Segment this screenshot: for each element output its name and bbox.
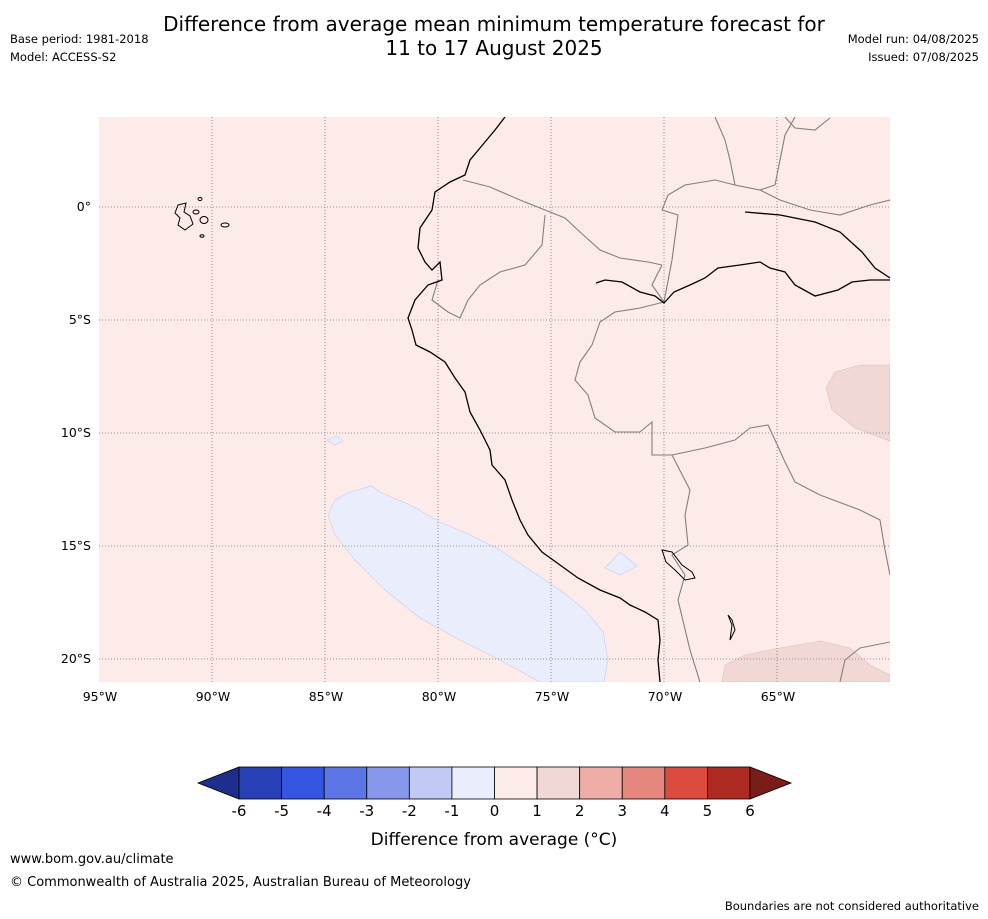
colorbar-arrow-max [749, 766, 793, 800]
anomaly-region-positive-east [825, 364, 890, 442]
model-name: Model: ACCESS-S2 [10, 50, 117, 64]
colorbar-tick-label: 5 [703, 802, 713, 820]
border-north [784, 117, 831, 131]
coastline-west [407, 117, 661, 682]
colorbar-tick-label: -3 [359, 802, 374, 820]
anomaly-region-positive-south [721, 640, 890, 682]
border-colombia-peru [651, 264, 665, 303]
footer-note: Boundaries are not considered authoritat… [724, 899, 979, 913]
colorbar-tick-label: 3 [617, 802, 627, 820]
lat-label-10s: 10°S [61, 425, 91, 440]
footer-url: www.bom.gov.au/climate [10, 852, 174, 867]
anomaly-region-negative-tiny [326, 435, 344, 446]
colorbar-arrow-min [196, 766, 240, 800]
lat-label-20s: 20°S [61, 651, 91, 666]
colorbar-cell [621, 766, 666, 800]
colorbar-tick-label: -1 [444, 802, 459, 820]
model-run: Model run: 04/08/2025 [847, 32, 979, 46]
footer-copyright: © Commonwealth of Australia 2025, Austra… [10, 875, 471, 890]
colorbar-label: Difference from average (°C) [371, 830, 618, 850]
graticule [99, 117, 890, 682]
colorbar-cell [579, 766, 623, 800]
colorbar-tick-label: -6 [232, 802, 247, 820]
lake-bolivia [727, 614, 736, 641]
amazon-river [595, 261, 890, 304]
colorbar-tick-label: -4 [317, 802, 332, 820]
border-venezuela-brazil [759, 189, 890, 216]
map: 0° 5°S 10°S 15°S 20°S 95°W 90°W 85°W 80°… [61, 117, 890, 704]
colorbar-tick-label: 2 [575, 802, 585, 820]
colorbar-tick-label: 1 [532, 802, 542, 820]
border-peru-bolivia [671, 454, 701, 682]
country-borders [431, 117, 890, 682]
colorbar-tick-label: -2 [402, 802, 417, 820]
lon-label-95w: 95°W [83, 689, 118, 704]
colorbar-cells [196, 766, 793, 800]
title-line-2: 11 to 17 August 2025 [385, 36, 603, 60]
colorbar-cell [366, 766, 410, 800]
galapagos-islands [174, 197, 230, 238]
title-line-1: Difference from average mean minimum tem… [163, 12, 825, 36]
colorbar-cell [707, 766, 751, 800]
coastlines [407, 117, 890, 682]
galapagos-south [199, 234, 205, 238]
lon-label-80w: 80°W [422, 689, 457, 704]
lon-label-85w: 85°W [309, 689, 344, 704]
colorbar-ticks: -6 -5 -4 -3 -2 -1 0 1 2 3 4 5 6 [232, 802, 755, 820]
lat-label-0: 0° [77, 199, 91, 214]
border-brazil-bolivia [671, 424, 890, 576]
meta-right: Model run: 04/08/2025 Issued: 07/08/2025 [848, 30, 979, 66]
amazon-tributary [744, 211, 890, 279]
meta-left: Base period: 1981-2018 Model: ACCESS-S2 [10, 30, 149, 66]
galapagos-santiago [192, 209, 200, 215]
border-colombia-ecuador [462, 179, 663, 266]
lon-label-70w: 70°W [648, 689, 683, 704]
border-peru-brazil [574, 301, 672, 456]
colorbar-cell [494, 766, 538, 800]
border-colombia-brazil [661, 179, 736, 303]
galapagos-north [197, 197, 203, 201]
colorbar-tick-label: -5 [274, 802, 289, 820]
colorbar-tick-label: 6 [745, 802, 755, 820]
colorbar-tick-label: 4 [660, 802, 670, 820]
lon-label-75w: 75°W [535, 689, 570, 704]
base-period: Base period: 1981-2018 [10, 32, 149, 46]
lat-label-15s: 15°S [61, 538, 91, 553]
lon-label-90w: 90°W [196, 689, 231, 704]
issued-date: Issued: 07/08/2025 [868, 50, 979, 64]
border-ecuador-peru [431, 214, 546, 319]
colorbar-cell [664, 766, 708, 800]
colorbar-cell [536, 766, 581, 800]
galapagos-san-cristobal [220, 222, 230, 228]
lake-titicaca [661, 549, 696, 581]
colorbar-cell [281, 766, 325, 800]
colorbar-cell [238, 766, 282, 800]
colorbar-tick-label: 0 [490, 802, 500, 820]
lat-label-5s: 5°S [69, 312, 91, 327]
anomaly-region-negative-small [604, 551, 638, 576]
colorbar-cell [451, 766, 495, 800]
galapagos-santa-cruz [199, 216, 209, 224]
chart-title: Difference from average mean minimum tem… [0, 12, 988, 60]
galapagos-isabela [174, 202, 194, 231]
colorbar-cell [408, 766, 453, 800]
border-chile-bolivia-argentina [839, 641, 890, 682]
anomaly-region-negative [327, 485, 609, 682]
lon-label-65w: 65°W [761, 689, 796, 704]
colorbar-cell [323, 766, 368, 800]
